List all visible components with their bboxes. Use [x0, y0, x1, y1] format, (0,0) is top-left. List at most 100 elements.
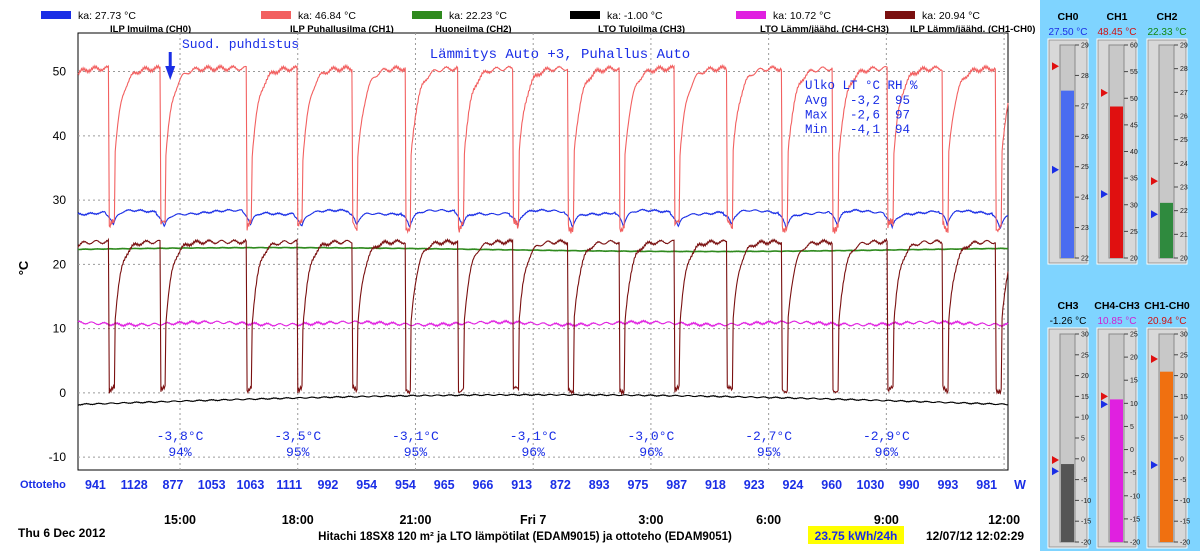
- gauge-min-marker: [1052, 467, 1059, 476]
- power-value: 992: [318, 478, 339, 492]
- y-tick-label: 20: [53, 257, 67, 271]
- gauge-tick-label: 10: [1180, 415, 1188, 422]
- power-value: 954: [395, 478, 416, 492]
- gauge-value: -1.26 °C: [1050, 316, 1087, 327]
- power-value: 965: [434, 478, 455, 492]
- power-value: 1128: [121, 478, 148, 492]
- y-tick-label: 50: [53, 65, 67, 79]
- outdoor-reading-rh: 96%: [521, 445, 545, 460]
- power-value: 941: [85, 478, 106, 492]
- gauge-fill: [1160, 202, 1173, 258]
- gauge-tick-label: 27: [1081, 103, 1089, 110]
- outdoor-reading-rh: 95%: [757, 445, 781, 460]
- gauge-tick-label: -15: [1130, 516, 1140, 523]
- gauge-max-marker: [1101, 392, 1108, 401]
- power-value: 960: [821, 478, 842, 492]
- gauge-min-marker: [1101, 190, 1108, 199]
- outdoor-reading-rh: 95%: [404, 445, 428, 460]
- outdoor-stat-temp: -2,6: [850, 109, 880, 123]
- gauge-max-marker: [1101, 88, 1108, 97]
- gauge-ch1-ch0: CH1-CH0 20.94 °C -20 -15 -10 -5 0 5 10 15 20 25 30: [1144, 300, 1190, 549]
- gauge-tick-label: 22: [1180, 208, 1188, 215]
- legend-item: ka: -1.00 °C LTO Tuloilma (CH3): [570, 10, 685, 35]
- gauge-ch1: CH1 48.45 °C 20 25 30 35 40 45 50 55 60: [1096, 11, 1138, 265]
- gauge-fill: [1160, 371, 1173, 542]
- gauge-title: CH2: [1156, 11, 1177, 23]
- gauge-tick-label: 10: [1081, 415, 1089, 422]
- legend-avg: ka: 20.94 °C: [922, 10, 980, 22]
- gauge-bevel: [1147, 39, 1187, 264]
- legend-avg: ka: 10.72 °C: [773, 10, 831, 22]
- gauge-tick-label: 25: [1180, 137, 1188, 144]
- outdoor-stat-label: Min: [805, 123, 828, 137]
- gauge-ch0: CH0 27.50 °C 22 23 24 25 26 27 28 29: [1047, 11, 1089, 265]
- gauge-max-marker: [1052, 456, 1059, 465]
- outdoor-reading-temp: -3,1°C: [392, 429, 439, 444]
- annotation-arrow-head: [165, 66, 176, 80]
- outdoor-stats-header: Ulko LT °C RH %: [805, 79, 918, 93]
- gauge-tick-label: 10: [1130, 401, 1138, 408]
- power-value: 993: [938, 478, 959, 492]
- series-line-ch4-ch3: [77, 319, 1009, 328]
- gauge-bevel: [1097, 328, 1137, 548]
- legend-swatch: [736, 11, 766, 19]
- legend-swatch: [41, 11, 71, 19]
- power-value: 924: [783, 478, 804, 492]
- gauge-bevel: [1048, 39, 1088, 264]
- gauge-fill: [1110, 399, 1123, 542]
- outdoor-reading-temp: -3,1°C: [510, 429, 557, 444]
- legend-avg: ka: -1.00 °C: [607, 10, 663, 22]
- gauge-tick-label: 45: [1130, 122, 1138, 129]
- gauge-value: 10.85 °C: [1097, 316, 1136, 327]
- gauge-tick-label: 25: [1130, 332, 1138, 339]
- outdoor-reading-rh: 96%: [875, 445, 899, 460]
- gauge-title: CH3: [1057, 300, 1078, 312]
- series-line-ch0: [77, 208, 1009, 230]
- gauge-tick-label: -15: [1081, 519, 1091, 526]
- power-value: 981: [976, 478, 997, 492]
- gauge-min-marker: [1151, 461, 1158, 470]
- gauge-tick-label: 5: [1180, 436, 1184, 443]
- gauge-tick-label: 40: [1130, 149, 1138, 156]
- legend-avg: ka: 27.73 °C: [78, 10, 136, 22]
- power-value: 872: [550, 478, 571, 492]
- outdoor-reading-rh: 94%: [168, 445, 192, 460]
- gauge-tick-label: -15: [1180, 519, 1190, 526]
- outdoor-stat-rh: 95: [895, 94, 910, 108]
- gauge-value: 22.33 °C: [1147, 27, 1186, 38]
- power-unit: W: [1014, 478, 1026, 492]
- legend-label: LTO Tuloilma (CH3): [598, 24, 685, 35]
- power-value: 918: [705, 478, 726, 492]
- gauge-tick-label: 35: [1130, 176, 1138, 183]
- legend-swatch: [885, 11, 915, 19]
- gauge-bevel: [1147, 328, 1187, 548]
- energy-label: 23.75 kWh/24h: [815, 529, 898, 543]
- gauge-tick-label: 24: [1081, 195, 1089, 202]
- gauge-bevel: [1048, 328, 1088, 548]
- series-line-ch3: [77, 393, 1009, 406]
- gauge-ch3: CH3 -1.26 °C -20 -15 -10 -5 0 5 10 15 20 25 30: [1047, 300, 1091, 549]
- annotation-filter-cleaning: Suod. puhdistus: [182, 37, 299, 52]
- gauge-tick-label: 30: [1130, 202, 1138, 209]
- x-tick-label: 12:00: [988, 513, 1020, 527]
- y-tick-label: 40: [53, 129, 67, 143]
- gauge-tick-label: 28: [1180, 66, 1188, 73]
- gauge-tick-label: 29: [1081, 43, 1089, 50]
- gauge-tick-label: 21: [1180, 232, 1188, 239]
- gauge-tick-label: 24: [1180, 161, 1188, 168]
- power-value: 987: [666, 478, 687, 492]
- power-value: 975: [628, 478, 649, 492]
- series-line-ch1: [77, 63, 1009, 234]
- power-value: 923: [744, 478, 765, 492]
- gauge-min-marker: [1101, 400, 1108, 409]
- x-tick-label: 3:00: [638, 513, 663, 527]
- outdoor-reading-temp: -2,7°C: [745, 429, 792, 444]
- outdoor-reading-temp: -2,9°C: [863, 429, 910, 444]
- gauge-tick-label: -10: [1130, 493, 1140, 500]
- gauge-tick-label: 15: [1081, 394, 1089, 401]
- gauge-tick-label: 15: [1130, 378, 1138, 385]
- x-tick-label: 6:00: [756, 513, 781, 527]
- x-tick-label: 15:00: [164, 513, 196, 527]
- outdoor-stat-temp: -3,2: [850, 94, 880, 108]
- outdoor-stat-label: Max: [805, 109, 828, 123]
